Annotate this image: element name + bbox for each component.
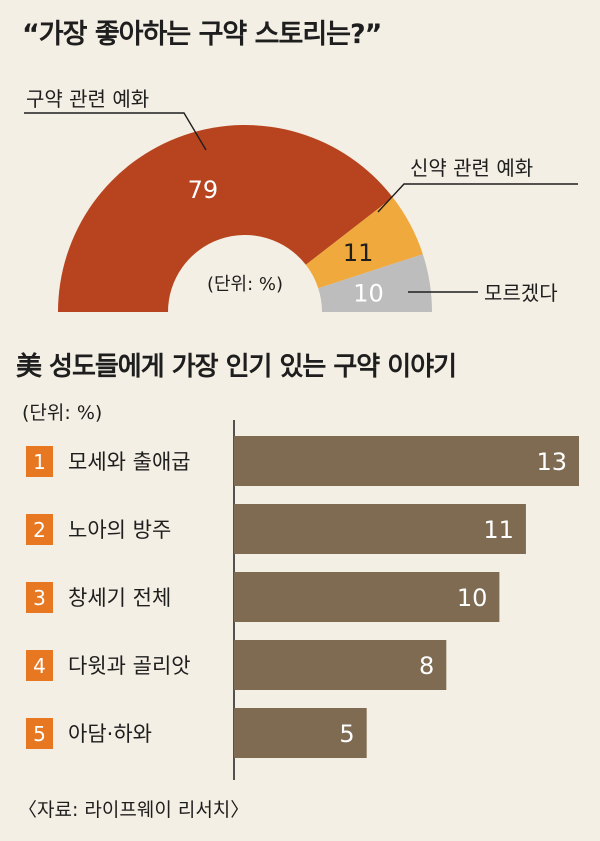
rank-number: 5 <box>33 722 46 746</box>
bar <box>234 572 500 622</box>
leader-line-new <box>377 183 578 213</box>
rank-badge <box>26 718 53 749</box>
bar <box>234 436 579 486</box>
pie-unit: (단위: %) <box>207 274 283 295</box>
leader-line-old <box>24 112 207 151</box>
rank-badge <box>26 446 53 477</box>
bar-value: 13 <box>536 448 567 476</box>
rank-number: 1 <box>33 450 46 474</box>
label-new-testament: 신약 관련 예화 <box>410 156 533 180</box>
rank-number: 2 <box>33 518 46 542</box>
slice-new-testament <box>305 197 423 289</box>
bar-category-label: 다윗과 골리앗 <box>68 654 191 678</box>
bar-value: 5 <box>339 720 354 748</box>
slice-unknown-value: 10 <box>353 279 384 307</box>
bar-category-label: 노아의 방주 <box>68 518 171 542</box>
bar-value: 10 <box>457 584 488 612</box>
pie-chart-title: “가장 좋아하는 구약 스토리는?” <box>22 19 382 50</box>
rank-badge <box>26 514 53 545</box>
bar <box>234 504 526 554</box>
label-old-testament: 구약 관련 예화 <box>26 87 149 111</box>
bar-category-label: 창세기 전체 <box>68 586 171 610</box>
rank-badge <box>26 650 53 681</box>
label-unknown: 모르겠다 <box>484 281 558 305</box>
rank-badge <box>26 582 53 613</box>
rank-number: 3 <box>33 586 46 610</box>
bar-value: 8 <box>419 652 434 680</box>
slice-old-testament <box>58 125 393 312</box>
bar-category-label: 모세와 출애굽 <box>68 450 191 474</box>
bar-chart-unit: (단위: %) <box>22 402 103 424</box>
bar-chart-title: 美 성도들에게 가장 인기 있는 구약 이야기 <box>16 352 457 382</box>
slice-unknown <box>318 254 432 312</box>
source-note: 〈자료: 라이프웨이 리서치〉 <box>18 799 250 821</box>
slice-old-testament-value: 79 <box>188 176 219 204</box>
slice-new-testament-value: 11 <box>343 239 374 267</box>
rank-number: 4 <box>33 654 46 678</box>
bar <box>234 708 367 758</box>
bar-value: 11 <box>483 516 514 544</box>
bar-category-label: 아담·하와 <box>68 722 152 746</box>
bar <box>234 640 447 690</box>
